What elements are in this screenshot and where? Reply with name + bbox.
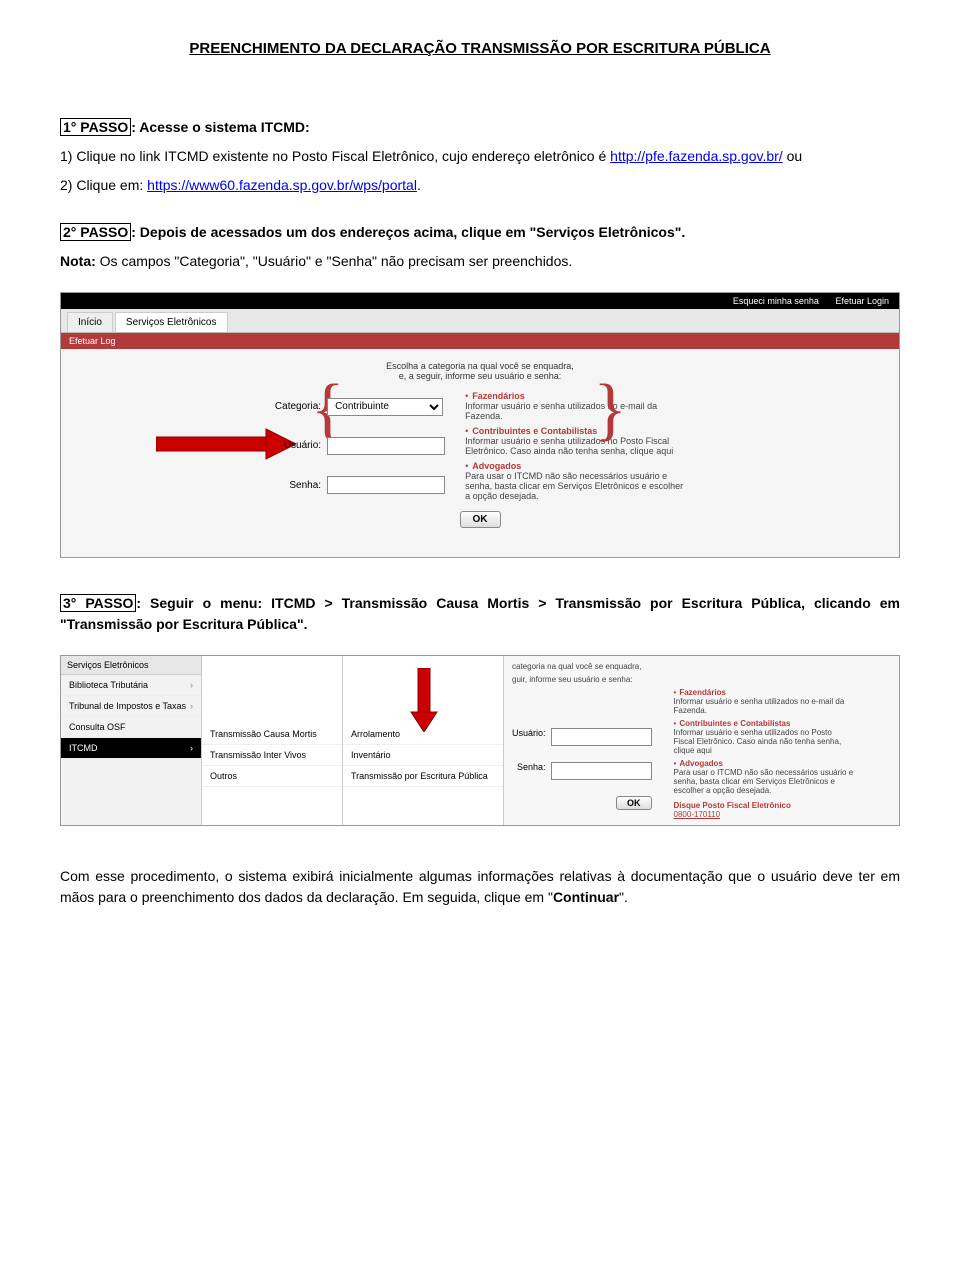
- label-categoria: Categoria:: [275, 401, 321, 412]
- step1-heading: 1° PASSO: Acesse o sistema ITCMD:: [60, 117, 900, 138]
- brace-right-icon: }: [593, 375, 627, 445]
- ss1-body: { } Escolha a categoria na qual você se …: [61, 349, 899, 557]
- forgot-password-link[interactable]: Esqueci minha senha: [733, 296, 819, 306]
- sidebar-item-itcmd[interactable]: ITCMD: [61, 738, 201, 759]
- info-h3: Advogados: [472, 461, 521, 471]
- step3-label: 3° PASSO: [60, 594, 136, 612]
- info-h2: Contribuintes e Contabilistas: [472, 426, 597, 436]
- ss2-toptext1: categoria na qual você se enquadra,: [512, 662, 891, 671]
- nota-label: Nota:: [60, 253, 96, 269]
- submenu-inter-vivos[interactable]: Transmissão Inter Vivos: [202, 745, 342, 766]
- closing-continuar: Continuar: [553, 889, 619, 905]
- ss1-subbar: Efetuar Log: [61, 333, 899, 349]
- ss2-toptext2: guir, informe seu usuário e senha:: [512, 675, 891, 684]
- login-form: Categoria: Contribuinte Usuário: Senha:: [275, 391, 445, 501]
- sidebar-header: Serviços Eletrônicos: [61, 656, 201, 675]
- link-pfe[interactable]: http://pfe.fazenda.sp.gov.br/: [610, 148, 783, 164]
- submenu-1: Transmissão Causa Mortis Transmissão Int…: [202, 656, 343, 825]
- submenu2-inventario[interactable]: Inventário: [343, 745, 503, 766]
- ok-button[interactable]: OK: [460, 511, 501, 528]
- info-h1: Fazendários: [472, 391, 525, 401]
- step3-heading: 3° PASSO: Seguir o menu: ITCMD > Transmi…: [60, 593, 900, 635]
- ss2-input-usuario[interactable]: [551, 728, 652, 746]
- login-link[interactable]: Efetuar Login: [835, 296, 889, 306]
- page-title: PREENCHIMENTO DA DECLARAÇÃO TRANSMISSÃO …: [60, 40, 900, 57]
- input-usuario[interactable]: [327, 437, 445, 455]
- sidebar-item-biblioteca[interactable]: Biblioteca Tributária: [61, 675, 201, 696]
- ss1-tabs: Início Serviços Eletrônicos: [61, 309, 899, 333]
- screenshot-login: Esqueci minha senha Efetuar Login Início…: [60, 292, 900, 558]
- step1-label: 1° PASSO: [60, 118, 131, 136]
- step2-heading: 2° PASSO: Depois de acessados um dos end…: [60, 222, 900, 243]
- ss2-input-senha[interactable]: [551, 762, 652, 780]
- ss2-info-t1: Informar usuário e senha utilizados no e…: [674, 697, 854, 715]
- ss1-prompt-l1: Escolha a categoria na qual você se enqu…: [386, 361, 574, 371]
- closing-text: Com esse procedimento, o sistema exibirá…: [60, 868, 900, 905]
- sidebar: Serviços Eletrônicos Biblioteca Tributár…: [61, 656, 202, 825]
- step1-rest: : Acesse o sistema ITCMD:: [131, 119, 309, 135]
- step1-line1: 1) Clique no link ITCMD existente no Pos…: [60, 146, 900, 167]
- step2-nota: Nota: Os campos "Categoria", "Usuário" e…: [60, 251, 900, 272]
- ss2-label-usuario: Usuário:: [512, 728, 546, 755]
- sidebar-item-tribunal[interactable]: Tribunal de Impostos e Taxas: [61, 696, 201, 717]
- sidebar-item-consulta[interactable]: Consulta OSF: [61, 717, 201, 738]
- label-usuario: Usuário:: [275, 440, 321, 451]
- step2-label: 2° PASSO: [60, 223, 131, 241]
- step1-text2a: 2) Clique em:: [60, 177, 147, 193]
- step3-rest: : Seguir o menu: ITCMD > Transmissão Cau…: [60, 595, 900, 632]
- submenu2-escritura[interactable]: Transmissão por Escritura Pública: [343, 766, 503, 787]
- ss2-info-t3: Para usar o ITCMD não são necessários us…: [674, 768, 854, 795]
- ss2-info-t2: Informar usuário e senha utilizados no P…: [674, 728, 854, 755]
- ss2-label-senha: Senha:: [512, 762, 546, 789]
- ss2-info-h2: Contribuintes e Contabilistas: [679, 719, 790, 728]
- step1-text1a: 1) Clique no link ITCMD existente no Pos…: [60, 148, 610, 164]
- ss2-info: Fazendários Informar usuário e senha uti…: [674, 688, 854, 819]
- ss1-prompt-l2: e, a seguir, informe seu usuário e senha…: [399, 371, 562, 381]
- closing-end: ".: [619, 889, 628, 905]
- ss2-ok-button[interactable]: OK: [616, 796, 652, 810]
- label-senha: Senha:: [275, 480, 321, 491]
- ss2-body: categoria na qual você se enquadra, guir…: [504, 656, 899, 825]
- tab-servicos[interactable]: Serviços Eletrônicos: [115, 312, 228, 332]
- info-t2: Informar usuário e senha utilizados no P…: [465, 436, 685, 456]
- ss1-topbar: Esqueci minha senha Efetuar Login: [61, 293, 899, 309]
- select-categoria[interactable]: Contribuinte: [327, 398, 443, 416]
- ss2-info-h3: Advogados: [679, 759, 723, 768]
- step1-line2: 2) Clique em: https://www60.fazenda.sp.g…: [60, 175, 900, 196]
- ss1-info: Fazendários Informar usuário e senha uti…: [465, 391, 685, 501]
- step2-rest: : Depois de acessados um dos endereços a…: [131, 224, 685, 240]
- input-senha[interactable]: [327, 476, 445, 494]
- closing-para: Com esse procedimento, o sistema exibirá…: [60, 866, 900, 908]
- step1-text1b: ou: [783, 148, 802, 164]
- tab-inicio[interactable]: Início: [67, 312, 113, 332]
- ss2-form: Usuário: Senha: OK: [512, 728, 652, 819]
- ss1-prompt: Escolha a categoria na qual você se enqu…: [71, 361, 889, 381]
- phone-label: Disque Posto Fiscal Eletrônico: [674, 801, 854, 810]
- red-arrow-down-icon: [409, 668, 439, 735]
- submenu-causa-mortis[interactable]: Transmissão Causa Mortis: [202, 724, 342, 745]
- info-t3: Para usar o ITCMD não são necessários us…: [465, 471, 685, 501]
- info-t1: Informar usuário e senha utilizados no e…: [465, 401, 685, 421]
- screenshot-menu: Serviços Eletrônicos Biblioteca Tributár…: [60, 655, 900, 826]
- nota-text: Os campos "Categoria", "Usuário" e "Senh…: [96, 253, 573, 269]
- submenu-outros[interactable]: Outros: [202, 766, 342, 787]
- link-wps[interactable]: https://www60.fazenda.sp.gov.br/wps/port…: [147, 177, 417, 193]
- phone-number[interactable]: 0800-170110: [674, 810, 854, 819]
- ss2-info-h1: Fazendários: [679, 688, 726, 697]
